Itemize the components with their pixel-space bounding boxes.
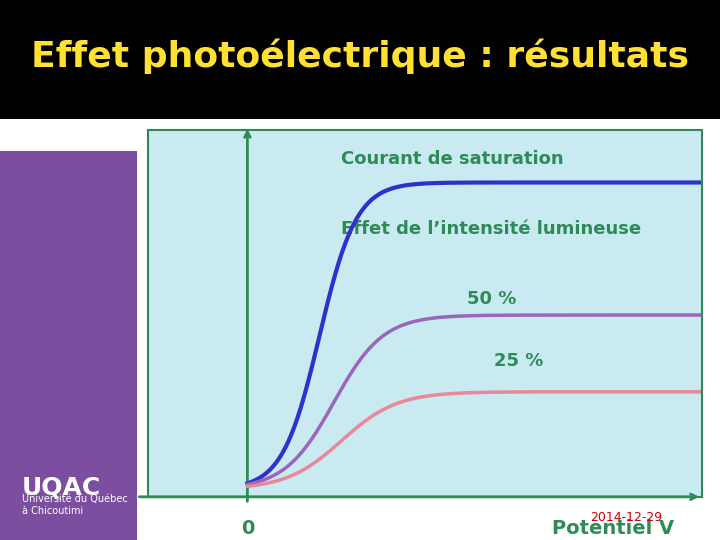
Point	[529, 179, 538, 186]
Point	[298, 467, 307, 474]
Point	[423, 180, 432, 187]
Text: Effet photoélectrique : résultats: Effet photoélectrique : résultats	[31, 39, 689, 75]
Point	[574, 312, 582, 318]
Point	[574, 179, 582, 186]
Text: 50 %: 50 %	[467, 289, 516, 307]
Point	[243, 480, 252, 487]
Point	[243, 481, 252, 488]
Text: UQAC: UQAC	[22, 475, 101, 499]
Text: Potentiel V: Potentiel V	[552, 519, 674, 538]
Point	[698, 312, 706, 318]
Point	[243, 483, 252, 490]
Point	[529, 312, 538, 318]
Point	[529, 389, 538, 395]
Line: 400 pts: 400 pts	[248, 315, 702, 484]
Text: Université du Québec
à Chicoutimi: Université du Québec à Chicoutimi	[22, 494, 127, 516]
Point	[574, 389, 582, 395]
Point	[698, 389, 706, 395]
Point	[423, 315, 432, 322]
Point	[571, 179, 580, 186]
Text: i: i	[199, 98, 207, 122]
Point	[298, 449, 307, 455]
Point	[298, 400, 307, 407]
Line: 400 pts: 400 pts	[248, 392, 702, 487]
Point	[698, 179, 706, 186]
Point	[391, 401, 400, 407]
Line: 400 pts: 400 pts	[248, 183, 702, 483]
Text: 2014-12-29: 2014-12-29	[590, 511, 662, 524]
Point	[571, 389, 580, 395]
Point	[391, 325, 400, 332]
Point	[423, 393, 432, 399]
Text: 25 %: 25 %	[495, 352, 544, 370]
Text: 0: 0	[240, 519, 254, 538]
Text: Effet de l’intensité lumineuse: Effet de l’intensité lumineuse	[341, 220, 642, 238]
Point	[571, 312, 580, 318]
Point	[391, 184, 400, 191]
Text: Courant de saturation: Courant de saturation	[341, 150, 564, 168]
